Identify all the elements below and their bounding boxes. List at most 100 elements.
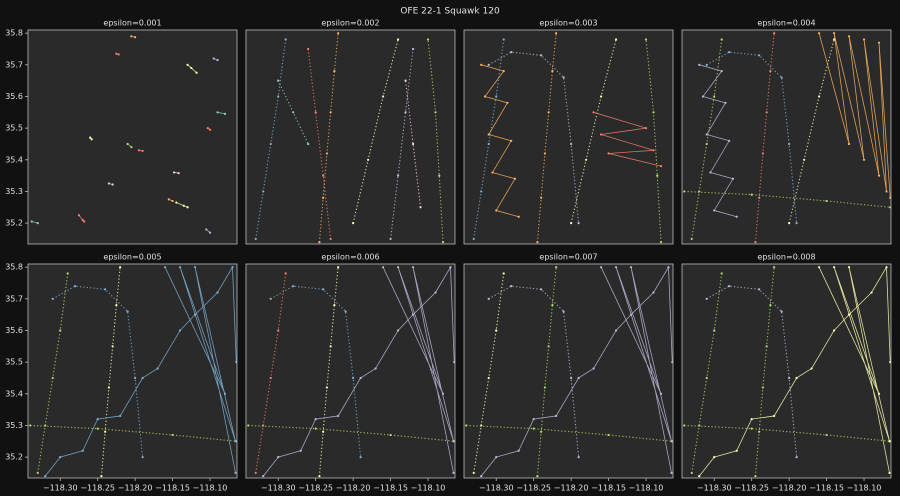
point <box>182 204 185 207</box>
point <box>337 32 340 35</box>
axes-frame <box>681 29 892 245</box>
point <box>491 171 494 174</box>
point <box>788 142 791 146</box>
point <box>51 297 54 300</box>
point <box>96 427 99 430</box>
point <box>795 456 798 459</box>
track-line <box>100 267 121 477</box>
point <box>426 38 430 41</box>
point <box>322 288 325 291</box>
point <box>487 297 490 300</box>
x-tick-label: −118.15 <box>809 484 844 493</box>
track-line <box>164 266 236 474</box>
axes-background <box>464 264 673 478</box>
x-tick-label: −118.15 <box>155 484 190 493</box>
x-tick-label: −118.20 <box>118 484 153 493</box>
subplot-title: epsilon=0.008 <box>757 253 815 262</box>
point <box>90 138 93 141</box>
point <box>728 51 731 54</box>
plot-area <box>683 265 891 478</box>
point <box>495 329 498 332</box>
point <box>465 424 468 427</box>
point <box>862 38 866 41</box>
point <box>754 241 757 244</box>
point <box>652 291 655 294</box>
point <box>216 291 219 294</box>
point <box>352 376 355 380</box>
point <box>570 376 573 380</box>
point <box>389 433 392 437</box>
point <box>223 112 227 115</box>
y-tick-label: 35.4 <box>5 389 23 398</box>
point <box>847 266 851 269</box>
point <box>607 433 610 437</box>
plot-area <box>472 32 663 244</box>
point <box>333 304 336 307</box>
point <box>216 58 219 62</box>
x-tick-label: −118.25 <box>80 484 115 493</box>
y-tick-label: 35.2 <box>5 219 23 228</box>
point <box>614 329 618 332</box>
plot-area <box>465 265 673 478</box>
point <box>592 111 595 114</box>
point <box>141 456 144 459</box>
point <box>577 456 580 459</box>
point <box>506 101 509 104</box>
point <box>141 376 144 380</box>
point <box>137 149 140 152</box>
point <box>510 51 513 54</box>
point <box>119 414 122 418</box>
plot-area <box>683 32 891 244</box>
point <box>870 291 873 294</box>
point <box>810 367 813 370</box>
point <box>396 329 400 332</box>
point <box>130 146 133 149</box>
point <box>555 32 558 35</box>
point <box>344 310 347 313</box>
point <box>277 329 280 332</box>
point <box>212 57 215 60</box>
track-line <box>818 33 891 198</box>
plot-area <box>254 32 445 244</box>
point <box>104 430 107 433</box>
point <box>652 111 655 114</box>
point <box>705 133 708 136</box>
point <box>81 218 84 222</box>
point <box>234 440 237 443</box>
axes-frame <box>245 29 456 245</box>
x-tick-label: −118.15 <box>373 484 408 493</box>
point <box>540 430 543 433</box>
point <box>96 418 99 421</box>
point <box>769 304 772 307</box>
point <box>502 70 505 73</box>
point <box>107 182 111 185</box>
point <box>269 376 272 380</box>
point <box>577 376 580 380</box>
point <box>352 222 355 225</box>
x-tick-label: −118.30 <box>479 484 514 493</box>
axes-frame <box>27 263 238 479</box>
point <box>104 288 107 291</box>
point <box>698 63 701 66</box>
point <box>750 193 753 196</box>
point <box>713 95 716 98</box>
subplot-title: epsilon=0.001 <box>103 19 161 28</box>
point <box>720 70 723 73</box>
point <box>709 171 712 174</box>
x-tick-label: −118.20 <box>772 484 807 493</box>
point <box>540 288 543 291</box>
point <box>314 427 317 430</box>
point <box>551 304 554 307</box>
point <box>659 392 663 395</box>
point <box>396 38 400 41</box>
axes-background <box>464 30 673 244</box>
point <box>284 38 287 41</box>
point <box>318 475 321 478</box>
point <box>299 449 302 452</box>
point <box>441 241 445 244</box>
x-tick-label: −118.20 <box>336 484 371 493</box>
point <box>322 174 325 177</box>
y-tick-label: 35.8 <box>5 29 23 38</box>
point <box>656 174 659 177</box>
